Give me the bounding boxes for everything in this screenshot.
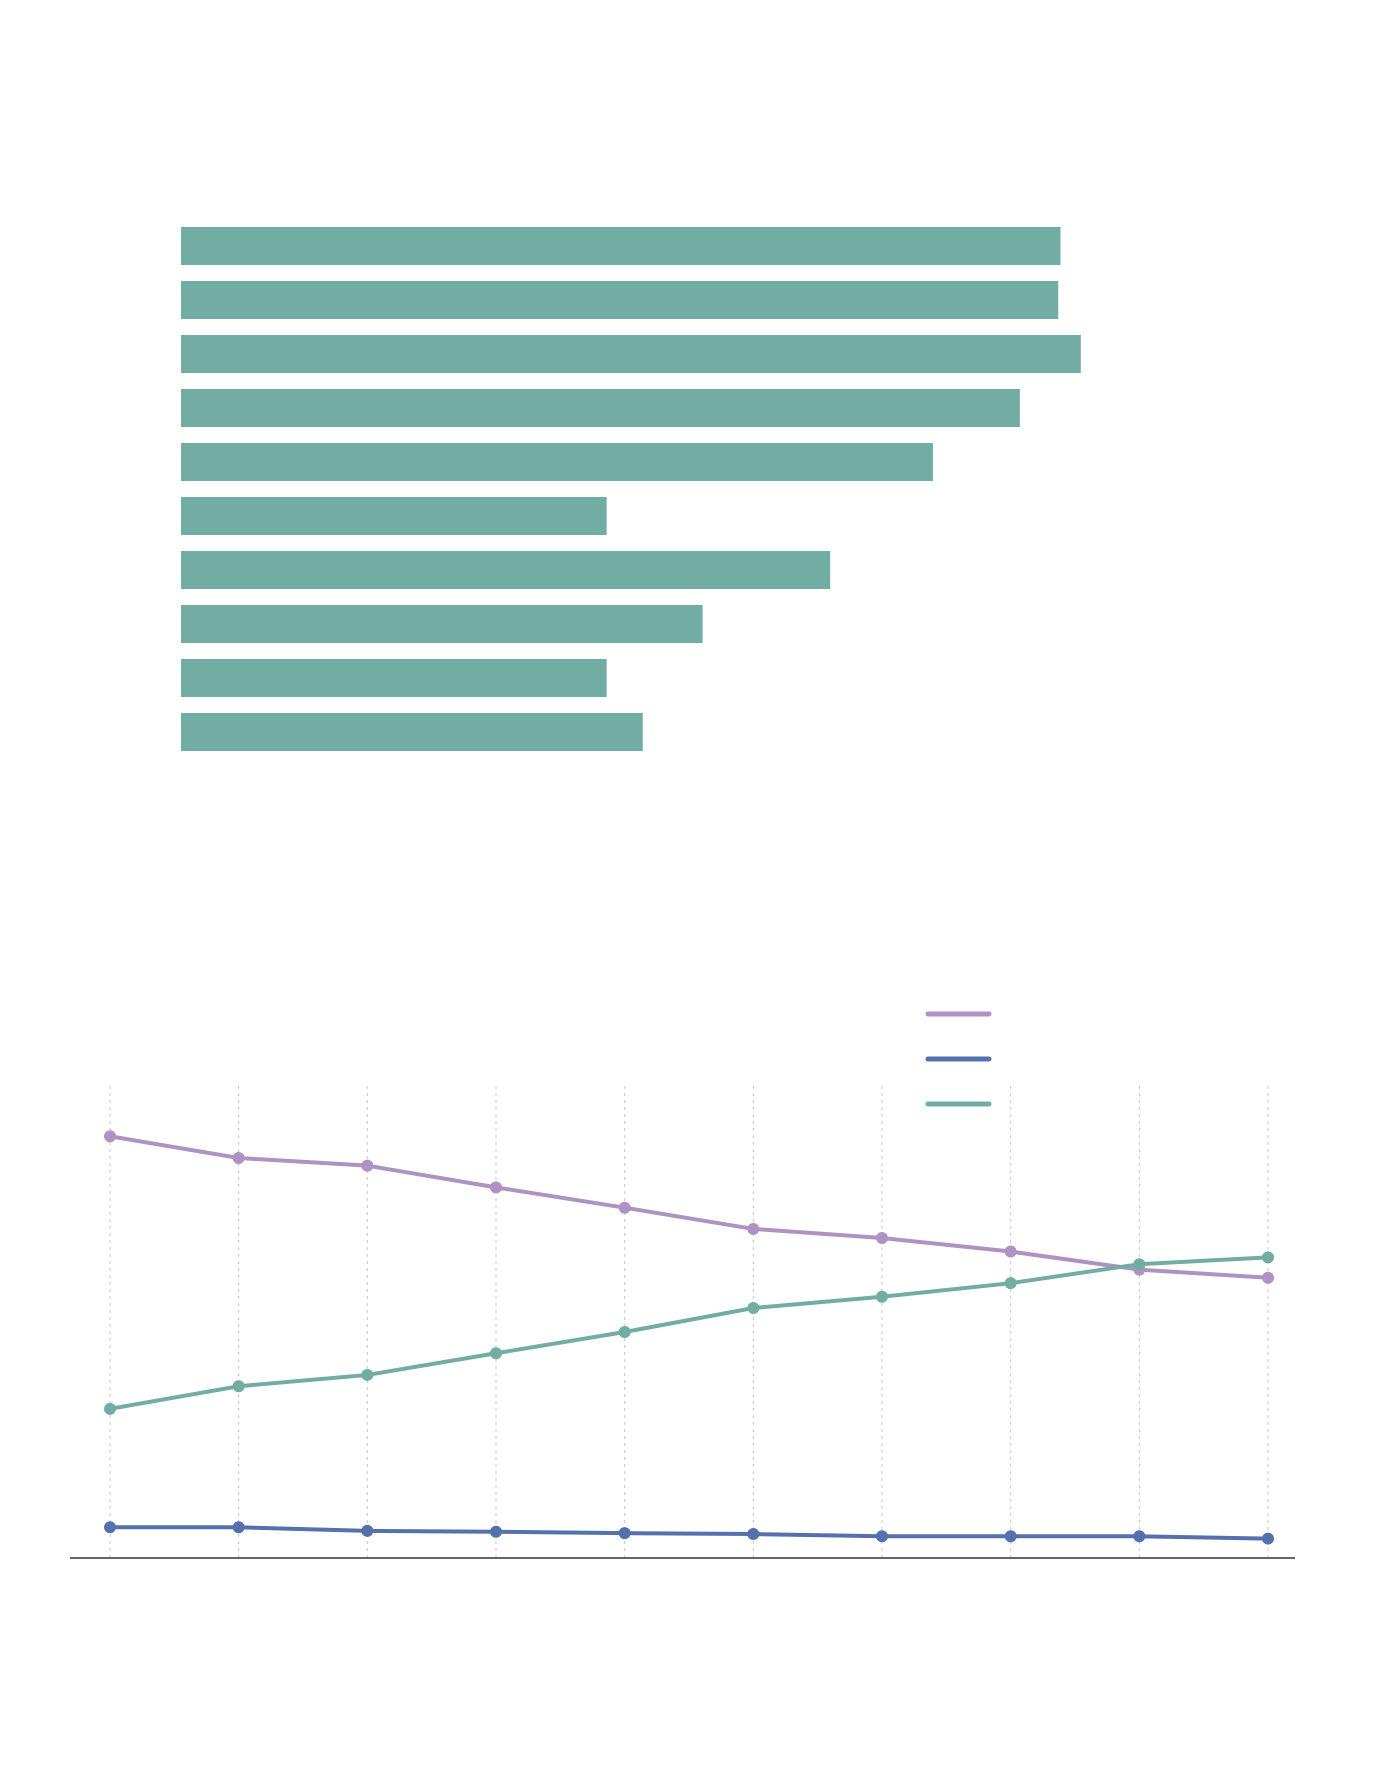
bar [181, 443, 933, 481]
bar [181, 497, 607, 535]
point [361, 1159, 374, 1172]
point [747, 1528, 760, 1541]
line [109, 1134, 1269, 1280]
bar [181, 281, 1059, 319]
bar [181, 713, 643, 751]
bar [181, 335, 1081, 373]
line [110, 1525, 1269, 1541]
bar [181, 551, 831, 589]
point [747, 1302, 760, 1315]
point [490, 1347, 502, 1360]
point [1262, 1251, 1274, 1264]
point [1133, 1258, 1146, 1271]
point [361, 1368, 374, 1381]
line [109, 1255, 1269, 1411]
point [104, 1521, 116, 1534]
point [876, 1530, 888, 1543]
point [618, 1201, 631, 1214]
point [104, 1130, 116, 1143]
point [618, 1527, 631, 1540]
point [1133, 1530, 1146, 1543]
point [104, 1402, 116, 1415]
bar [181, 659, 607, 697]
point [232, 1521, 245, 1534]
bar [181, 605, 703, 643]
point [876, 1231, 888, 1244]
point [361, 1524, 374, 1537]
point [1262, 1532, 1274, 1545]
point [1004, 1245, 1017, 1258]
point [1004, 1277, 1017, 1290]
point [618, 1326, 631, 1338]
point [232, 1380, 245, 1393]
point [747, 1222, 760, 1235]
point [232, 1151, 245, 1164]
bar [181, 389, 1020, 427]
point [490, 1181, 502, 1194]
point [876, 1290, 888, 1303]
point [490, 1525, 502, 1538]
point [1004, 1530, 1017, 1543]
point [1262, 1271, 1274, 1284]
bar [181, 227, 1061, 265]
